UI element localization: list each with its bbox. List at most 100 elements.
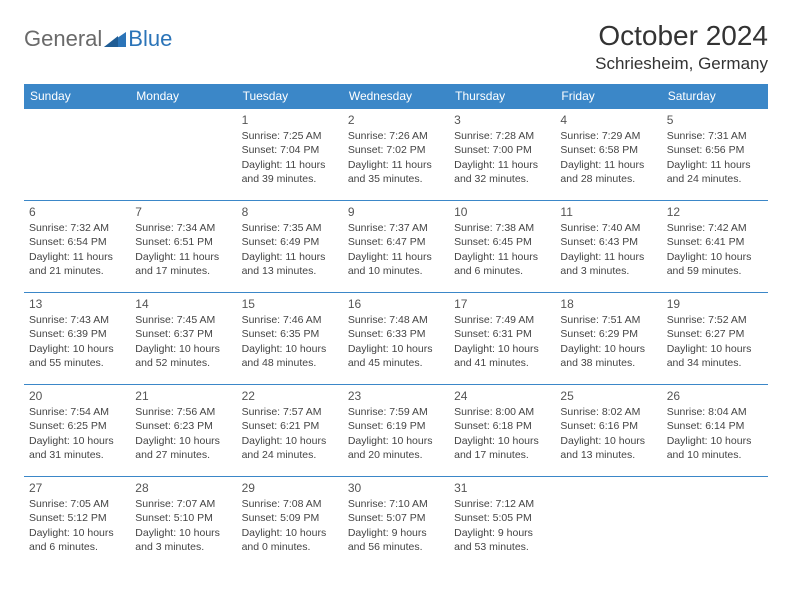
calendar-day-cell: 25Sunrise: 8:02 AMSunset: 6:16 PMDayligh…: [555, 385, 661, 477]
daylight-text: and 10 minutes.: [667, 448, 763, 462]
sunrise-text: Sunrise: 7:26 AM: [348, 129, 444, 143]
sunset-text: Sunset: 6:23 PM: [135, 419, 231, 433]
sunrise-text: Sunrise: 7:32 AM: [29, 221, 125, 235]
calendar-day-cell: [130, 109, 236, 201]
daylight-text: and 53 minutes.: [454, 540, 550, 554]
daylight-text: Daylight: 10 hours: [242, 434, 338, 448]
logo-text-blue: Blue: [128, 26, 172, 52]
calendar-body: 1Sunrise: 7:25 AMSunset: 7:04 PMDaylight…: [24, 109, 768, 569]
calendar-day-cell: 18Sunrise: 7:51 AMSunset: 6:29 PMDayligh…: [555, 293, 661, 385]
daylight-text: and 45 minutes.: [348, 356, 444, 370]
day-number: 10: [454, 204, 550, 220]
weekday-header: Wednesday: [343, 84, 449, 109]
daylight-text: and 38 minutes.: [560, 356, 656, 370]
month-title: October 2024: [595, 20, 768, 52]
calendar-day-cell: 27Sunrise: 7:05 AMSunset: 5:12 PMDayligh…: [24, 477, 130, 569]
sunrise-text: Sunrise: 7:05 AM: [29, 497, 125, 511]
daylight-text: and 6 minutes.: [454, 264, 550, 278]
calendar-week-row: 13Sunrise: 7:43 AMSunset: 6:39 PMDayligh…: [24, 293, 768, 385]
calendar-day-cell: 20Sunrise: 7:54 AMSunset: 6:25 PMDayligh…: [24, 385, 130, 477]
calendar-day-cell: 21Sunrise: 7:56 AMSunset: 6:23 PMDayligh…: [130, 385, 236, 477]
day-number: 12: [667, 204, 763, 220]
day-number: 26: [667, 388, 763, 404]
sunrise-text: Sunrise: 7:56 AM: [135, 405, 231, 419]
logo-triangle-icon: [104, 30, 126, 48]
daylight-text: Daylight: 9 hours: [454, 526, 550, 540]
daylight-text: Daylight: 11 hours: [454, 158, 550, 172]
sunset-text: Sunset: 6:39 PM: [29, 327, 125, 341]
daylight-text: Daylight: 11 hours: [348, 158, 444, 172]
day-number: 17: [454, 296, 550, 312]
sunset-text: Sunset: 6:33 PM: [348, 327, 444, 341]
daylight-text: Daylight: 10 hours: [667, 342, 763, 356]
daylight-text: Daylight: 11 hours: [135, 250, 231, 264]
calendar-day-cell: 2Sunrise: 7:26 AMSunset: 7:02 PMDaylight…: [343, 109, 449, 201]
sunrise-text: Sunrise: 8:04 AM: [667, 405, 763, 419]
day-number: 19: [667, 296, 763, 312]
calendar-week-row: 6Sunrise: 7:32 AMSunset: 6:54 PMDaylight…: [24, 201, 768, 293]
sunrise-text: Sunrise: 7:42 AM: [667, 221, 763, 235]
calendar-day-cell: 10Sunrise: 7:38 AMSunset: 6:45 PMDayligh…: [449, 201, 555, 293]
daylight-text: and 59 minutes.: [667, 264, 763, 278]
daylight-text: Daylight: 10 hours: [560, 342, 656, 356]
sunset-text: Sunset: 5:07 PM: [348, 511, 444, 525]
calendar-day-cell: 19Sunrise: 7:52 AMSunset: 6:27 PMDayligh…: [662, 293, 768, 385]
sunrise-text: Sunrise: 7:28 AM: [454, 129, 550, 143]
sunrise-text: Sunrise: 7:35 AM: [242, 221, 338, 235]
day-number: 25: [560, 388, 656, 404]
calendar-day-cell: 29Sunrise: 7:08 AMSunset: 5:09 PMDayligh…: [237, 477, 343, 569]
sunset-text: Sunset: 6:16 PM: [560, 419, 656, 433]
sunset-text: Sunset: 6:43 PM: [560, 235, 656, 249]
calendar-day-cell: 15Sunrise: 7:46 AMSunset: 6:35 PMDayligh…: [237, 293, 343, 385]
daylight-text: and 48 minutes.: [242, 356, 338, 370]
logo-text-general: General: [24, 26, 102, 52]
daylight-text: Daylight: 10 hours: [29, 342, 125, 356]
calendar-day-cell: 6Sunrise: 7:32 AMSunset: 6:54 PMDaylight…: [24, 201, 130, 293]
sunset-text: Sunset: 6:47 PM: [348, 235, 444, 249]
page-header: General Blue October 2024 Schriesheim, G…: [24, 20, 768, 74]
sunset-text: Sunset: 6:37 PM: [135, 327, 231, 341]
sunset-text: Sunset: 5:12 PM: [29, 511, 125, 525]
sunrise-text: Sunrise: 7:38 AM: [454, 221, 550, 235]
daylight-text: and 24 minutes.: [242, 448, 338, 462]
daylight-text: and 21 minutes.: [29, 264, 125, 278]
daylight-text: Daylight: 11 hours: [667, 158, 763, 172]
daylight-text: Daylight: 11 hours: [242, 158, 338, 172]
calendar-day-cell: 23Sunrise: 7:59 AMSunset: 6:19 PMDayligh…: [343, 385, 449, 477]
sunrise-text: Sunrise: 7:37 AM: [348, 221, 444, 235]
sunset-text: Sunset: 6:56 PM: [667, 143, 763, 157]
daylight-text: and 17 minutes.: [454, 448, 550, 462]
sunrise-text: Sunrise: 7:29 AM: [560, 129, 656, 143]
calendar-day-cell: 5Sunrise: 7:31 AMSunset: 6:56 PMDaylight…: [662, 109, 768, 201]
day-number: 1: [242, 112, 338, 128]
daylight-text: and 31 minutes.: [29, 448, 125, 462]
sunrise-text: Sunrise: 7:25 AM: [242, 129, 338, 143]
daylight-text: Daylight: 9 hours: [348, 526, 444, 540]
sunrise-text: Sunrise: 7:51 AM: [560, 313, 656, 327]
sunrise-text: Sunrise: 7:54 AM: [29, 405, 125, 419]
sunset-text: Sunset: 7:00 PM: [454, 143, 550, 157]
sunset-text: Sunset: 6:27 PM: [667, 327, 763, 341]
sunrise-text: Sunrise: 7:59 AM: [348, 405, 444, 419]
daylight-text: and 20 minutes.: [348, 448, 444, 462]
calendar-day-cell: 11Sunrise: 7:40 AMSunset: 6:43 PMDayligh…: [555, 201, 661, 293]
weekday-header-row: Sunday Monday Tuesday Wednesday Thursday…: [24, 84, 768, 109]
calendar-page: General Blue October 2024 Schriesheim, G…: [0, 0, 792, 589]
daylight-text: and 13 minutes.: [560, 448, 656, 462]
day-number: 24: [454, 388, 550, 404]
day-number: 2: [348, 112, 444, 128]
daylight-text: and 24 minutes.: [667, 172, 763, 186]
day-number: 23: [348, 388, 444, 404]
daylight-text: and 32 minutes.: [454, 172, 550, 186]
day-number: 15: [242, 296, 338, 312]
daylight-text: and 3 minutes.: [135, 540, 231, 554]
sunset-text: Sunset: 6:35 PM: [242, 327, 338, 341]
day-number: 30: [348, 480, 444, 496]
sunset-text: Sunset: 6:51 PM: [135, 235, 231, 249]
sunrise-text: Sunrise: 7:40 AM: [560, 221, 656, 235]
daylight-text: Daylight: 10 hours: [454, 342, 550, 356]
logo: General Blue: [24, 26, 172, 52]
daylight-text: and 17 minutes.: [135, 264, 231, 278]
day-number: 3: [454, 112, 550, 128]
sunset-text: Sunset: 6:18 PM: [454, 419, 550, 433]
